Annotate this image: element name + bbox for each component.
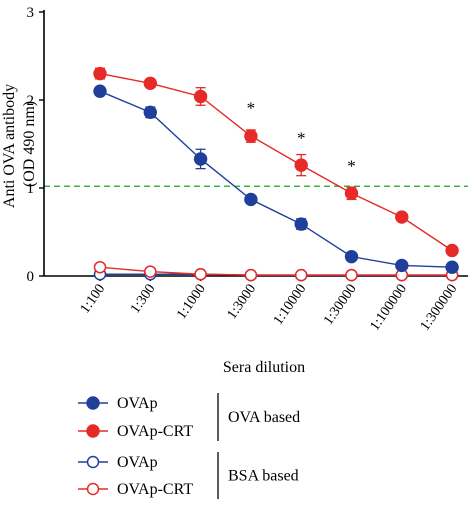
annotation-layer: * * *: [247, 98, 356, 175]
y-tick-label: 0: [27, 269, 35, 285]
y-tick-label: 3: [27, 5, 35, 21]
legend-series-label: OVAp: [117, 395, 158, 412]
y-axis-label-line1: Anti OVA antibody: [1, 84, 18, 208]
x-tick-label: 1:300000: [418, 282, 461, 334]
data-point: [194, 267, 207, 281]
series-group: [93, 66, 459, 258]
x-tick-label: 1:10000: [271, 282, 310, 328]
y-axis-label: Anti OVA antibody (OD 490 nm): [1, 80, 38, 208]
x-tick-label: 1:1000: [174, 282, 209, 322]
series-group: [93, 84, 459, 274]
series-line: [99, 266, 453, 276]
legend-group-label: OVA based: [228, 409, 300, 426]
series-line: [99, 90, 453, 268]
data-point: [193, 152, 208, 166]
significance-asterisk: *: [247, 98, 256, 117]
x-tick-label: 1:3000: [225, 282, 260, 322]
significance-asterisk: *: [347, 156, 356, 175]
data-point: [244, 192, 258, 207]
data-point: [143, 105, 158, 120]
significance-asterisk: *: [297, 128, 306, 147]
data-point: [244, 268, 258, 282]
series-group: [93, 260, 459, 282]
legend-marker: [86, 482, 100, 496]
y-axis-label-line2: (OD 490 nm): [21, 101, 38, 187]
data-point: [344, 186, 359, 200]
y-tick-label: 2: [27, 93, 35, 109]
legend-marker: [86, 455, 100, 469]
data-point: [395, 210, 409, 224]
legend-series-label: OVAp: [117, 454, 158, 471]
legend-series-label: OVAp-CRT: [117, 481, 193, 498]
legend-marker: [86, 424, 100, 438]
data-point: [294, 217, 308, 231]
data-point: [344, 249, 359, 264]
data-point: [445, 243, 459, 258]
data-point: [193, 89, 208, 104]
data-point: [294, 158, 308, 172]
data-point: [345, 268, 358, 282]
data-point: [93, 84, 107, 98]
x-tick-label: 1:100: [78, 282, 109, 317]
series-line: [99, 72, 453, 252]
axes: 0 1 2 3 1:100 1:300 1:1000 1:3000 1:10000 1:30000…: [27, 5, 468, 334]
data-point: [93, 260, 107, 274]
x-tick-label: 1:30000: [321, 282, 360, 328]
data-point: [244, 129, 258, 143]
x-axis-label: Sera dilution: [223, 359, 305, 376]
data-point: [294, 268, 308, 282]
data-point: [143, 76, 158, 90]
legend-marker: [86, 396, 100, 410]
data-point: [93, 66, 107, 81]
y-tick-label: 1: [27, 181, 35, 197]
data-point: [144, 265, 157, 278]
x-tick-label: 1:300: [128, 282, 159, 317]
x-tick-label: 1:100000: [367, 282, 410, 334]
legend-group-label: BSA based: [228, 468, 299, 485]
data-point: [445, 260, 459, 274]
legend: OVAp OVAp-CRT OVA based OVAp OVAp-CRT BSA bas…: [78, 393, 300, 499]
legend-series-label: OVAp-CRT: [117, 423, 193, 440]
series-layer: [93, 66, 459, 282]
data-point: [395, 258, 409, 273]
